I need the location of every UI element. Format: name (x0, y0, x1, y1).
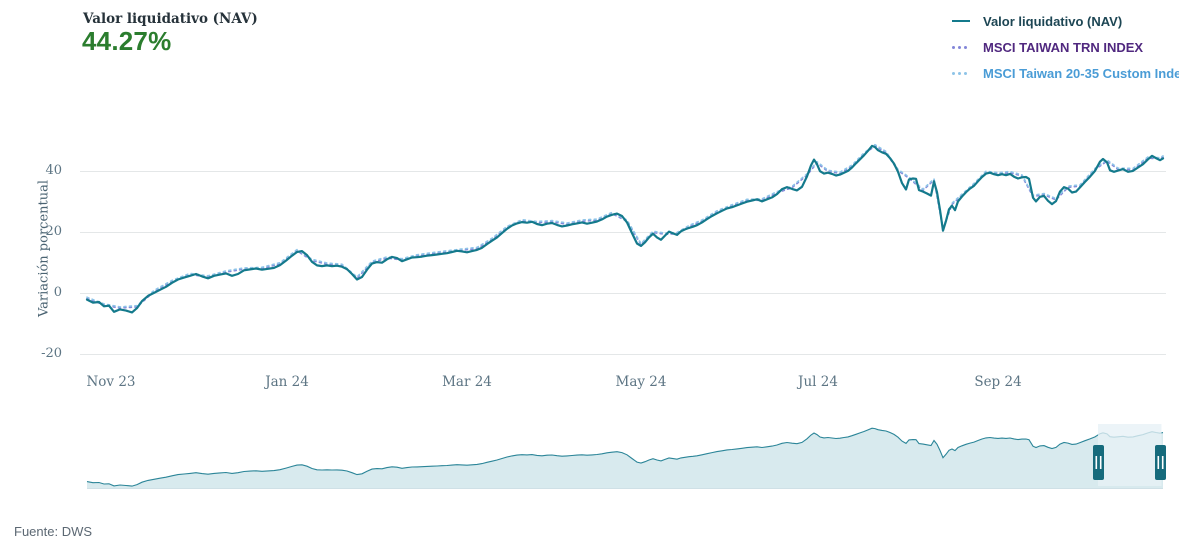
legend-item-msci-trn[interactable]: MSCI TAIWAN TRN INDEX (952, 34, 1179, 60)
navigator-left-handle[interactable] (1093, 445, 1104, 480)
source-text: Fuente: DWS (14, 524, 93, 539)
navigator-area[interactable] (87, 428, 1163, 488)
legend-label: MSCI Taiwan 20-35 Custom Index (983, 65, 1179, 81)
grip-bars-icon (1161, 456, 1164, 469)
x-axis-tick-label: Mar 24 (442, 374, 492, 390)
grip-bars-icon (1095, 456, 1098, 469)
x-axis-tick-label: May 24 (615, 374, 667, 390)
y-axis-tick-label: 20 (45, 223, 62, 239)
legend-label: Valor liquidativo (NAV) (983, 13, 1123, 29)
solid-line-marker-icon (952, 20, 976, 22)
chart-plot-area[interactable] (80, 135, 1166, 370)
y-axis-tick-label: 40 (45, 162, 62, 178)
nav-return-value: 44.27% (82, 26, 172, 56)
grip-bars-icon (1099, 456, 1102, 469)
legend-item-msci-custom[interactable]: MSCI Taiwan 20-35 Custom Index (952, 60, 1179, 86)
y-axis-tick-label: -20 (41, 345, 62, 361)
navigator-line (86, 427, 1164, 487)
series-line-nav (85, 144, 1165, 314)
nav-header-label: Valor liquidativo (NAV) (83, 11, 258, 27)
x-axis-tick-label: Jan 24 (265, 374, 309, 390)
y-axis-tick-label: 0 (53, 284, 62, 300)
x-axis-tick-label: Jul 24 (798, 374, 838, 390)
legend-item-nav[interactable]: Valor liquidativo (NAV) (952, 8, 1179, 34)
legend-label: MSCI TAIWAN TRN INDEX (983, 39, 1144, 55)
dotted-line-marker-icon (952, 45, 976, 49)
dotted-line-marker-icon (952, 71, 976, 75)
grip-bars-icon (1157, 456, 1160, 469)
navigator-right-handle[interactable] (1155, 445, 1166, 480)
y-axis-title: Variación porcentual (36, 179, 52, 318)
navigator-selected-range[interactable] (1098, 424, 1162, 486)
x-axis-tick-label: Nov 23 (86, 374, 136, 390)
legend: Valor liquidativo (NAV) MSCI TAIWAN TRN … (952, 8, 1179, 86)
x-axis-tick-label: Sep 24 (974, 374, 1022, 390)
